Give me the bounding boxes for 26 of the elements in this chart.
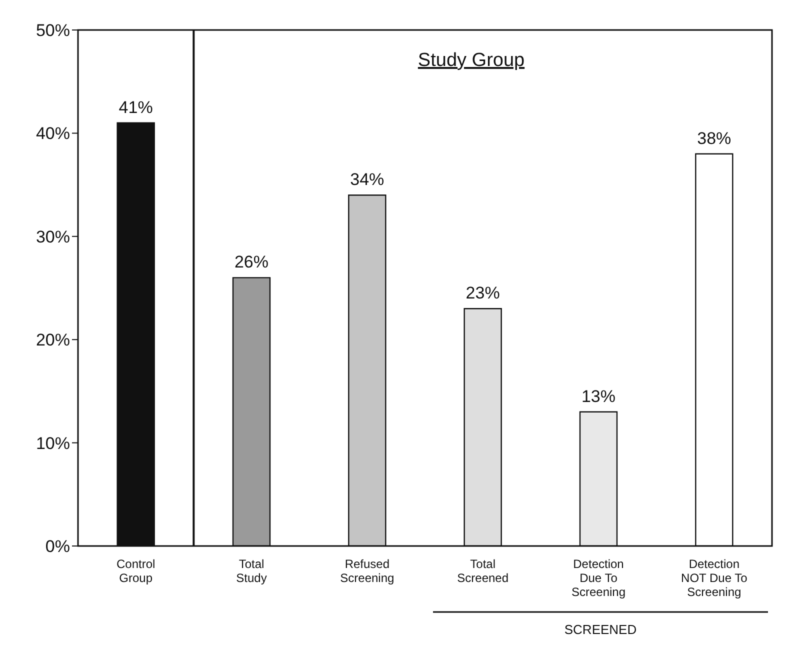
y-tick-label: 50% [36, 21, 70, 40]
x-tick-label: Total Screened [457, 557, 509, 585]
bar [695, 153, 734, 546]
data-label: 34% [350, 170, 384, 190]
y-tick-label: 20% [36, 330, 70, 350]
data-label: 38% [697, 128, 732, 148]
x-tick-label: Detection NOT Due To Screening [681, 557, 748, 599]
x-tick-label: Detection Due To Screening [571, 557, 626, 599]
data-label: 41% [118, 98, 153, 117]
y-tick-label: 40% [36, 124, 70, 144]
bar [464, 308, 502, 546]
y-tick-label: 30% [36, 227, 70, 246]
bar [232, 277, 271, 546]
data-label: 26% [234, 252, 269, 272]
bar [348, 194, 386, 546]
data-label: 23% [466, 284, 500, 303]
x-tick-label: Refused Screening [340, 557, 394, 585]
bar [579, 411, 618, 546]
bar [116, 122, 155, 546]
x-tick-label: Total Study [236, 557, 267, 585]
y-tick-label: 10% [36, 434, 70, 453]
annotation: Study Group [418, 50, 525, 71]
data-label: 13% [581, 386, 616, 406]
x-tick-label: Control Group [116, 557, 156, 585]
y-tick-label: 0% [45, 537, 70, 556]
text: SCREENED [564, 622, 637, 637]
